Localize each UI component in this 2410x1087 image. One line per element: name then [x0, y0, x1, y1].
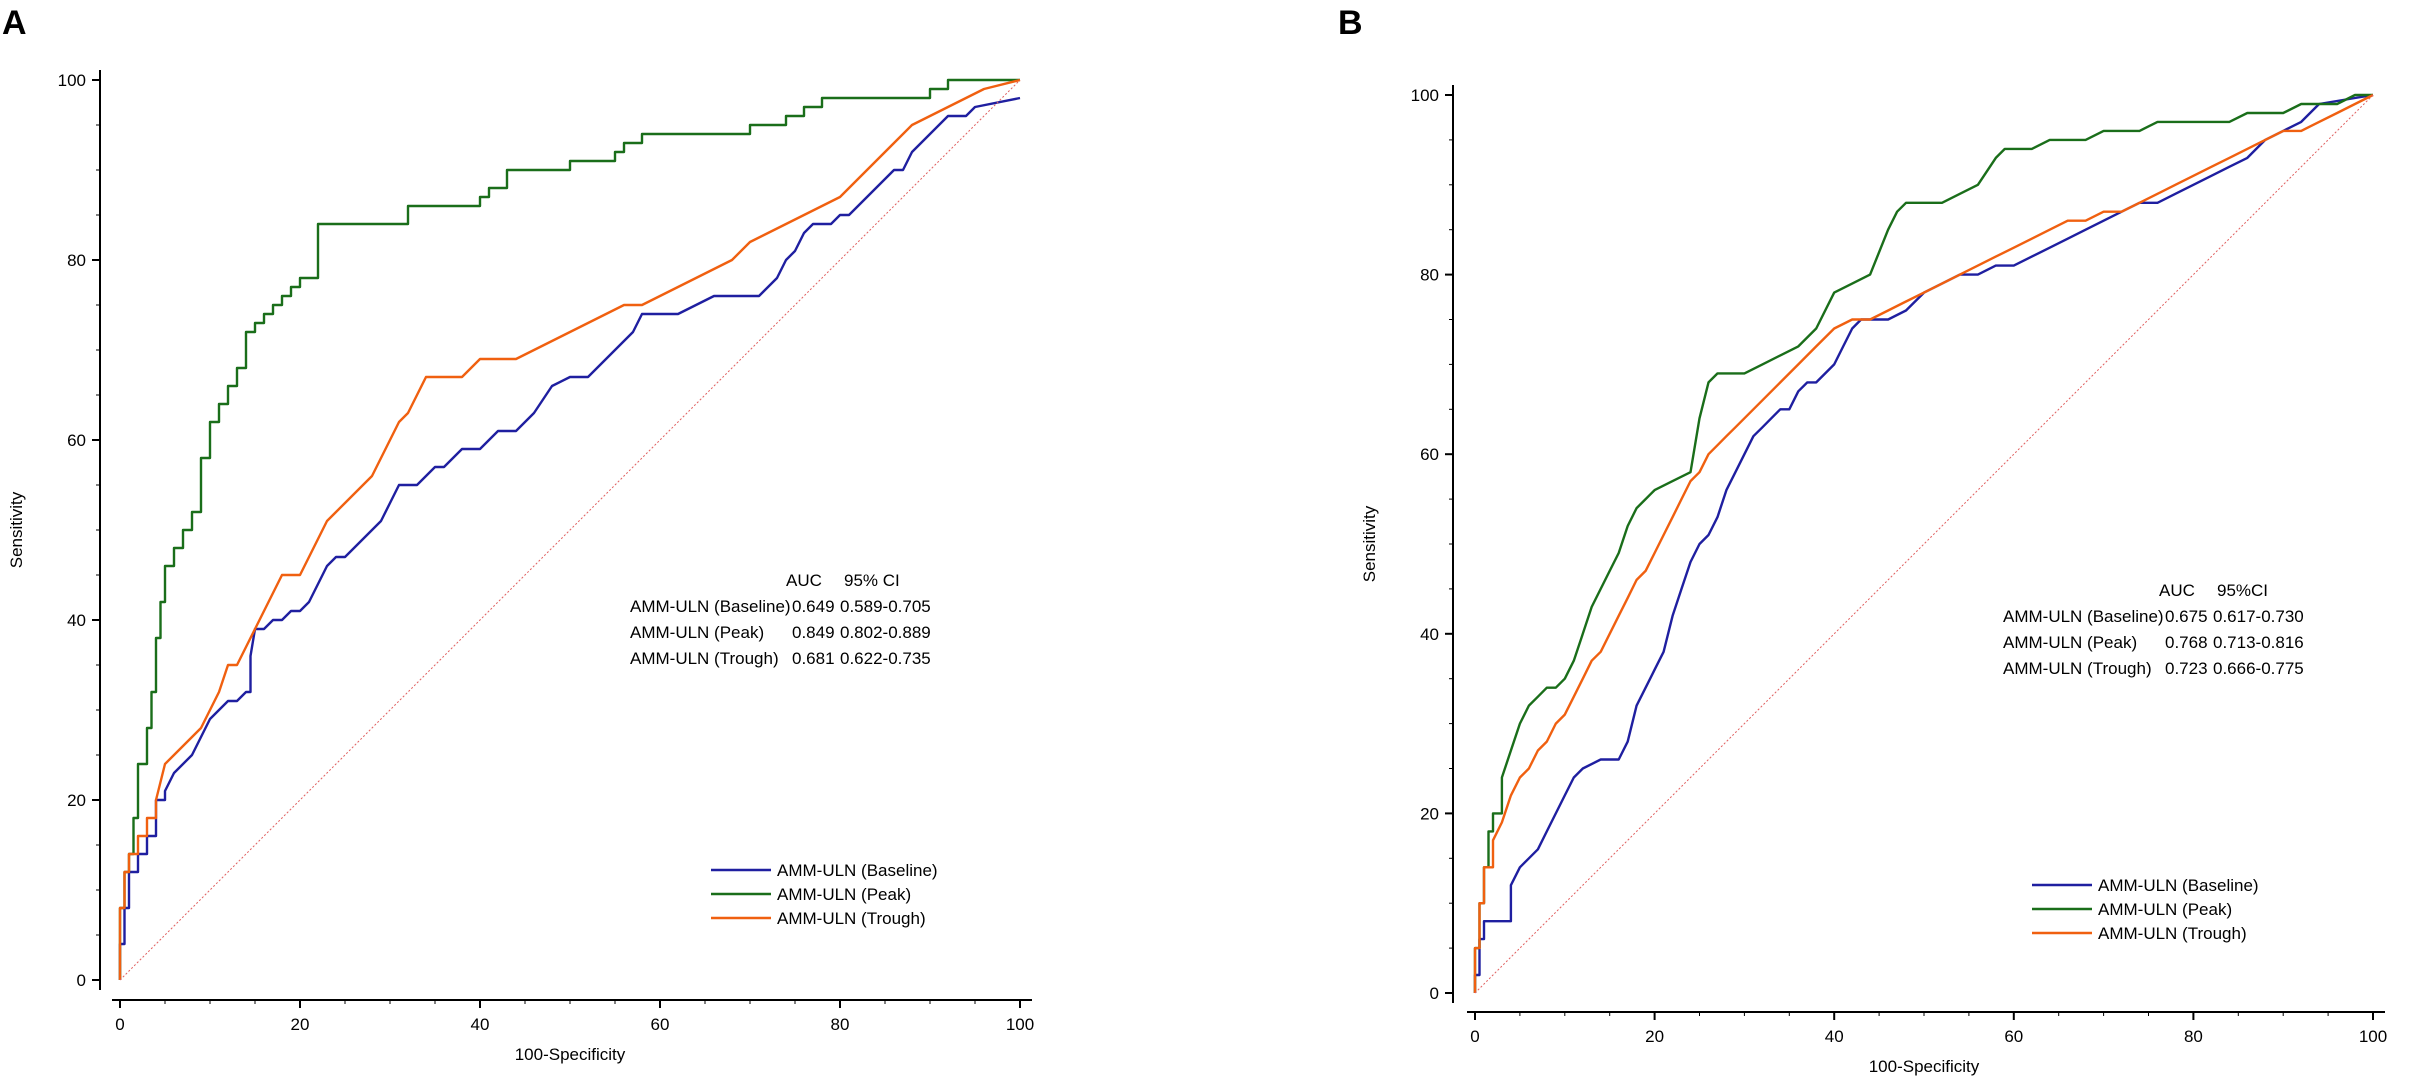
table-row-ci: 0.617-0.730	[2213, 607, 2304, 626]
roc-curve-amm-uln-baseline	[1473, 93, 2374, 993]
legend-label: AMM-ULN (Baseline)	[777, 861, 938, 880]
y-tick-label: 80	[67, 251, 86, 270]
reference-diagonal-line	[1474, 94, 2374, 994]
y-tick-label: 20	[1420, 804, 1439, 823]
y-tick-label: 0	[1430, 984, 1439, 1003]
table-row-auc: 0.768	[2165, 633, 2208, 652]
table-row-auc: 0.675	[2165, 607, 2208, 626]
table-row-ci: 0.622-0.735	[840, 649, 931, 668]
y-tick-label: 60	[67, 431, 86, 450]
y-axis-title: Sensitivity	[7, 491, 26, 568]
legend-label: AMM-ULN (Peak)	[2098, 900, 2232, 919]
x-tick-label: 40	[1825, 1027, 1844, 1046]
table-header-auc: AUC	[786, 571, 822, 590]
x-tick-label: 80	[831, 1015, 850, 1034]
panel-label: A	[2, 4, 27, 42]
panel-a: A 0 20 40 60 80 100 0 20 40 60 80 100 100-Specificit…	[2, 4, 1034, 1064]
x-tick-label: 60	[651, 1015, 670, 1034]
y-axis-title: Sensitivity	[1360, 505, 1379, 582]
y-tick-label: 60	[1420, 445, 1439, 464]
table-row-name: AMM-ULN (Trough)	[630, 649, 779, 668]
panel-b: B 0 20 40 60 80 100 0 20 40 60 80 100 100-Specificit…	[1205, 0, 2410, 1087]
table-row-auc: 0.849	[792, 623, 835, 642]
x-tick-label: 0	[1470, 1027, 1479, 1046]
y-tick-label: 0	[77, 971, 86, 990]
reference-diagonal-line	[119, 79, 1021, 981]
table-row-name: AMM-ULN (Baseline)	[2003, 607, 2164, 626]
table-row-name: AMM-ULN (Peak)	[630, 623, 764, 642]
y-tick-label: 100	[58, 71, 86, 90]
roc-curve-amm-uln-trough	[1473, 93, 2374, 993]
x-tick-label: 40	[471, 1015, 490, 1034]
table-row-auc: 0.681	[792, 649, 835, 668]
roc-curve-amm-uln-trough	[118, 78, 1021, 980]
panel-label: B	[1338, 4, 1363, 42]
x-tick-label: 100	[1006, 1015, 1034, 1034]
table-row-ci: 0.713-0.816	[2213, 633, 2304, 652]
roc-curve-amm-uln-peak	[1473, 93, 2373, 993]
x-tick-label: 20	[291, 1015, 310, 1034]
y-tick-label: 100	[1411, 86, 1439, 105]
roc-curve-amm-uln-peak	[118, 78, 1020, 980]
y-tick-label: 20	[67, 791, 86, 810]
x-tick-label: 0	[115, 1015, 124, 1034]
table-row-name: AMM-ULN (Peak)	[2003, 633, 2137, 652]
x-axis-title: 100-Specificity	[515, 1045, 626, 1064]
roc-chart-b: 0 20 40 60 80 100 0 20 40 60 80 100 100-Specificity S…	[1360, 85, 2387, 1076]
y-tick-label: 40	[1420, 625, 1439, 644]
table-row-name: AMM-ULN (Baseline)	[630, 597, 791, 616]
table-row-name: AMM-ULN (Trough)	[2003, 659, 2152, 678]
x-tick-label: 80	[2184, 1027, 2203, 1046]
x-axis-title: 100-Specificity	[1869, 1057, 1980, 1076]
x-tick-label: 20	[1645, 1027, 1664, 1046]
legend-label: AMM-ULN (Baseline)	[2098, 876, 2259, 895]
table-header-auc: AUC	[2159, 581, 2195, 600]
table-row-auc: 0.649	[792, 597, 835, 616]
legend-label: AMM-ULN (Trough)	[2098, 924, 2247, 943]
x-tick-label: 60	[2004, 1027, 2023, 1046]
table-header-ci: 95%CI	[2217, 581, 2268, 600]
roc-chart-a: 0 20 40 60 80 100 0 20 40 60 80 100 100-Specificity S…	[7, 70, 1034, 1064]
legend-label: AMM-ULN (Trough)	[777, 909, 926, 928]
table-row-ci: 0.802-0.889	[840, 623, 931, 642]
roc-curve-amm-uln-baseline	[118, 96, 1021, 980]
x-tick-label: 100	[2359, 1027, 2387, 1046]
table-row-ci: 0.589-0.705	[840, 597, 931, 616]
table-header-ci: 95% CI	[844, 571, 900, 590]
y-tick-label: 80	[1420, 266, 1439, 285]
table-row-auc: 0.723	[2165, 659, 2208, 678]
table-row-ci: 0.666-0.775	[2213, 659, 2304, 678]
legend-label: AMM-ULN (Peak)	[777, 885, 911, 904]
y-tick-label: 40	[67, 611, 86, 630]
